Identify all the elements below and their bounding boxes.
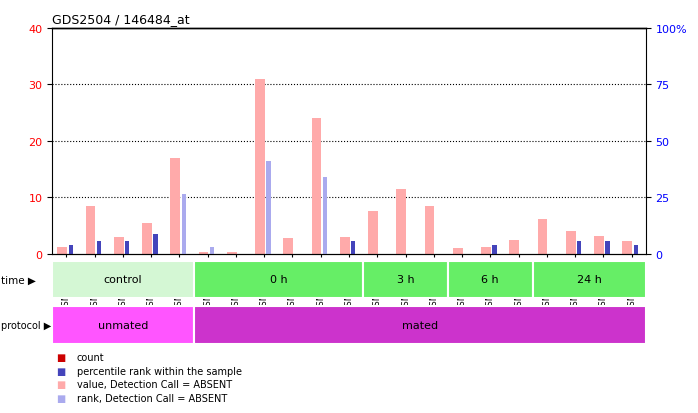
Bar — [311, 119, 322, 254]
Text: count: count — [77, 352, 105, 362]
Bar — [52, 306, 193, 344]
Bar — [623, 242, 632, 254]
Bar — [142, 223, 152, 254]
Bar — [323, 178, 327, 254]
Text: protocol ▶: protocol ▶ — [1, 320, 52, 330]
Bar — [125, 242, 129, 254]
Bar — [351, 242, 355, 254]
Text: percentile rank within the sample: percentile rank within the sample — [77, 366, 242, 376]
Bar — [492, 246, 496, 254]
Bar — [68, 246, 73, 254]
Bar — [453, 248, 463, 254]
Bar — [52, 261, 193, 299]
Bar — [605, 242, 609, 254]
Text: ■: ■ — [56, 380, 65, 389]
Bar — [481, 247, 491, 254]
Bar — [510, 240, 519, 254]
Text: mated: mated — [401, 320, 438, 330]
Bar — [424, 206, 434, 254]
Bar — [368, 212, 378, 254]
Bar — [396, 189, 406, 254]
Bar — [86, 206, 96, 254]
Text: ■: ■ — [56, 393, 65, 403]
Bar — [57, 247, 67, 254]
Bar — [227, 252, 237, 254]
Bar — [340, 237, 350, 254]
Text: value, Detection Call = ABSENT: value, Detection Call = ABSENT — [77, 380, 232, 389]
Bar — [181, 195, 186, 254]
Bar — [533, 261, 646, 299]
Bar — [267, 161, 271, 254]
Text: time ▶: time ▶ — [1, 275, 36, 285]
Text: 0 h: 0 h — [269, 275, 287, 285]
Bar — [566, 231, 576, 254]
Bar — [193, 261, 363, 299]
Text: rank, Detection Call = ABSENT: rank, Detection Call = ABSENT — [77, 393, 227, 403]
Bar — [198, 252, 209, 254]
Bar — [255, 80, 265, 254]
Text: 3 h: 3 h — [396, 275, 415, 285]
Bar — [283, 238, 293, 254]
Bar — [594, 236, 604, 254]
Bar — [537, 219, 547, 254]
Bar — [363, 261, 448, 299]
Bar — [154, 234, 158, 254]
Text: 24 h: 24 h — [577, 275, 602, 285]
Bar — [634, 246, 638, 254]
Bar — [193, 306, 646, 344]
Text: GDS2504 / 146484_at: GDS2504 / 146484_at — [52, 13, 190, 26]
Bar — [577, 242, 581, 254]
Bar — [170, 158, 180, 254]
Text: 6 h: 6 h — [482, 275, 499, 285]
Bar — [210, 247, 214, 254]
Text: ■: ■ — [56, 366, 65, 376]
Bar — [448, 261, 533, 299]
Text: control: control — [104, 275, 142, 285]
Bar — [114, 237, 124, 254]
Text: ■: ■ — [56, 352, 65, 362]
Bar — [97, 242, 101, 254]
Text: unmated: unmated — [98, 320, 148, 330]
